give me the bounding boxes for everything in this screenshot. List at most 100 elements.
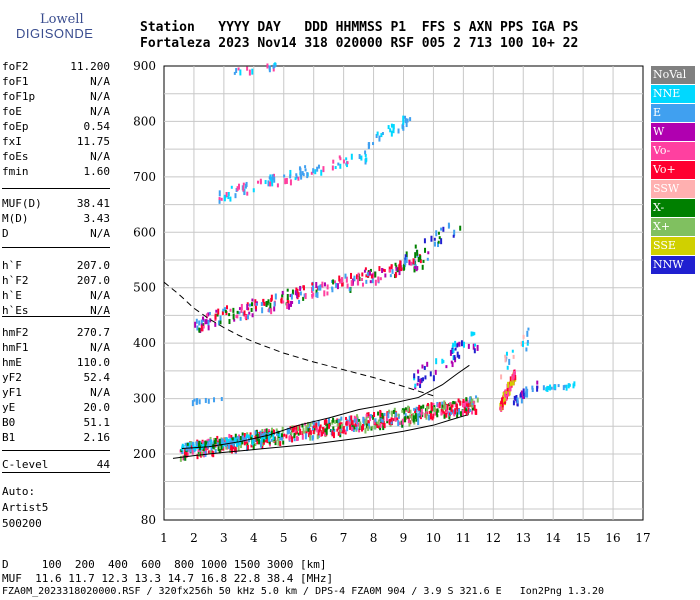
echo-point	[417, 375, 420, 382]
echo-point	[230, 185, 233, 189]
legend-item-ssw: SSW	[651, 180, 695, 198]
echo-point	[281, 294, 284, 298]
echo-point	[531, 385, 534, 390]
echo-point	[355, 274, 358, 280]
param-name: hmF1	[2, 341, 29, 354]
y-tick-label: 800	[133, 114, 156, 128]
echo-point	[361, 277, 364, 281]
echo-point	[522, 340, 525, 347]
echo-point	[319, 424, 322, 429]
echo-point	[350, 153, 353, 160]
legend-item-nne: NNE	[651, 85, 695, 103]
echo-point	[222, 308, 225, 312]
y-tick-label: 600	[133, 225, 156, 239]
echo-point	[246, 304, 249, 311]
echo-point	[505, 351, 508, 356]
echo-point	[232, 313, 235, 320]
echo-point	[312, 168, 315, 174]
echo-point	[332, 159, 335, 164]
echo-point	[500, 374, 503, 380]
echo-point	[207, 325, 210, 331]
echo-point	[282, 300, 285, 304]
echo-point	[272, 433, 275, 440]
echo-point	[239, 437, 242, 444]
echo-point	[232, 444, 235, 450]
echo-point	[204, 450, 207, 457]
echo-point	[218, 438, 221, 445]
param-value: 3.43	[83, 212, 111, 225]
y-tick-label: 300	[133, 392, 156, 406]
echo-point	[245, 436, 248, 442]
echo-point	[344, 273, 347, 279]
echo-point	[527, 327, 530, 331]
echo-point	[404, 413, 407, 418]
echo-point	[246, 66, 249, 71]
param-name: MUF(D)	[2, 197, 42, 210]
echo-point	[234, 446, 237, 453]
echo-point	[391, 269, 394, 274]
echo-point	[290, 293, 293, 300]
x-tick-label: 6	[310, 531, 318, 545]
echo-point	[462, 398, 465, 403]
echo-point	[431, 416, 434, 421]
echo-point	[261, 307, 264, 314]
param-row-fof2: foF2 11.200	[2, 60, 110, 74]
param-row-fmin: fmin 1.60	[2, 165, 110, 179]
echo-point	[514, 375, 517, 381]
echo-point	[413, 377, 416, 381]
echo-point	[248, 69, 251, 76]
echo-point	[319, 429, 322, 433]
legend-item-x-: X-	[651, 199, 695, 217]
echo-point	[512, 354, 515, 359]
y-tick-label: 400	[133, 336, 156, 350]
echo-point	[312, 430, 315, 435]
echo-point	[419, 384, 422, 389]
echo-point	[272, 173, 275, 178]
echo-point	[473, 404, 476, 411]
echo-point	[375, 421, 378, 428]
echo-point	[237, 445, 240, 452]
echo-point	[321, 281, 324, 288]
echo-point	[281, 290, 284, 295]
echo-point	[304, 430, 307, 434]
echo-point	[238, 307, 241, 311]
echo-point	[331, 279, 334, 283]
param-value: N/A	[90, 341, 110, 354]
echo-point	[276, 183, 279, 188]
echo-point	[238, 434, 241, 439]
echo-point	[252, 188, 255, 193]
echo-point	[361, 272, 364, 277]
echo-point	[308, 432, 311, 437]
echo-point	[511, 349, 514, 353]
echo-point	[324, 432, 327, 437]
echo-point	[499, 406, 502, 411]
echo-point	[198, 446, 201, 451]
echo-point	[354, 422, 357, 427]
echo-point	[473, 348, 476, 354]
echo-point	[414, 386, 417, 390]
echo-point	[225, 442, 228, 448]
echo-point	[461, 401, 464, 408]
echo-point	[266, 439, 269, 444]
echo-point	[360, 155, 363, 161]
echo-point	[274, 293, 277, 300]
echo-point	[402, 115, 405, 121]
echo-point	[351, 420, 354, 426]
echo-point	[255, 302, 258, 306]
echo-point	[411, 415, 414, 421]
echo-point	[250, 436, 253, 440]
echo-point	[311, 282, 314, 286]
x-tick-label: 7	[340, 531, 348, 545]
echo-point	[273, 176, 276, 183]
echo-point	[435, 230, 438, 237]
echo-point	[452, 234, 455, 238]
echo-point	[365, 279, 368, 284]
echo-point	[266, 431, 269, 435]
echo-point	[397, 420, 400, 427]
echo-point	[387, 125, 390, 130]
echo-point	[414, 409, 417, 414]
echo-point	[442, 360, 445, 364]
echo-point	[452, 400, 455, 404]
echo-point	[194, 321, 197, 328]
echo-point	[456, 351, 459, 358]
